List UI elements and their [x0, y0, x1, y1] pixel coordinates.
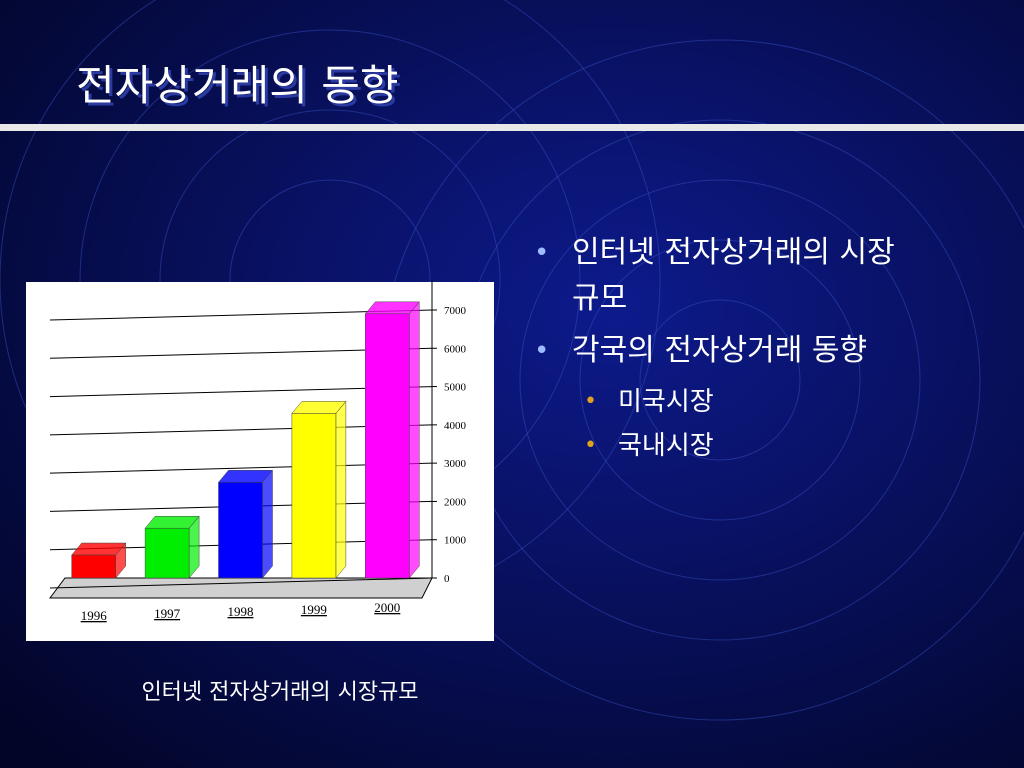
y-tick-label: 5000: [444, 382, 467, 394]
floor: [49, 577, 433, 599]
bullet: 미국시장: [578, 380, 912, 424]
bullet: 인터넷 전자상거래의 시장 규모: [532, 230, 912, 322]
x-tick-label: 2000: [374, 600, 400, 615]
bar: [291, 413, 337, 579]
y-tick-label: 2000: [444, 496, 467, 508]
caption: 인터넷 전자상거래의 시장규모: [141, 680, 419, 705]
y-tick-label: 6000: [444, 343, 467, 355]
grid-line: [49, 577, 433, 589]
y-tick-label: 7000: [444, 305, 467, 317]
bar-side: [335, 400, 347, 579]
bar: [71, 554, 116, 579]
bar: [365, 313, 410, 579]
y-tick-label: 3000: [444, 458, 467, 470]
y-tick-label: 0: [444, 573, 450, 585]
y-tick-label: 1000: [444, 535, 467, 547]
x-tick-label: 1997: [154, 606, 181, 621]
x-tick-label: 1999: [301, 602, 327, 617]
bar: [144, 527, 190, 579]
x-tick-label: 1996: [81, 608, 108, 623]
bar-side: [262, 469, 273, 579]
x-tick-label: 1998: [228, 604, 254, 619]
bullet: 국내시장: [578, 424, 912, 468]
slide-title: 전자상거래의 동향: [76, 61, 399, 110]
bar: [218, 482, 263, 579]
bar-side: [409, 301, 420, 579]
bullet: 각국의 전자상거래 동향: [532, 328, 912, 374]
y-tick-label: 4000: [444, 420, 467, 432]
chart: 0 1000 2000 3000 4000 5000 6000 7000 1996 1997 199…: [49, 280, 467, 623]
bullet-list: 인터넷 전자상거래의 시장 규모각국의 전자상거래 동향미국시장국내시장: [532, 230, 912, 468]
